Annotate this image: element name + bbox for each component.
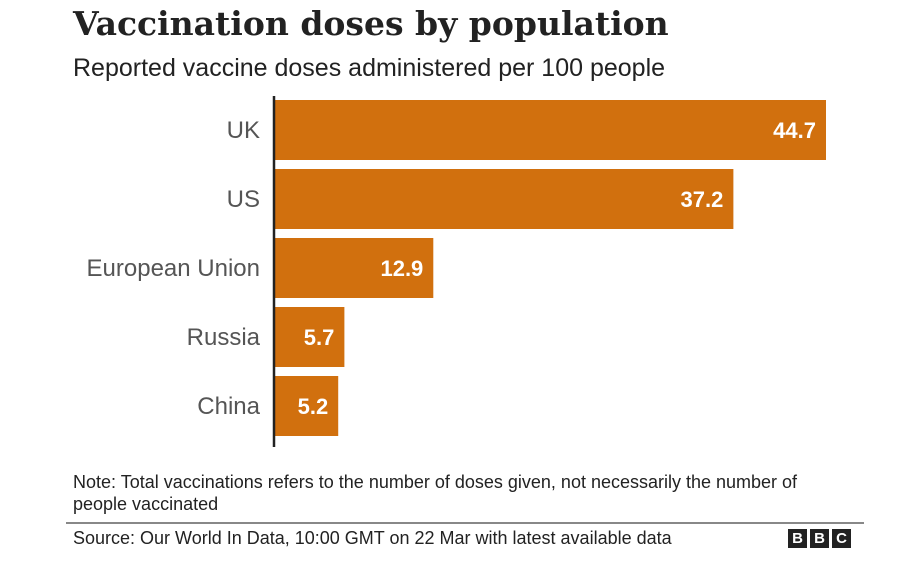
chart-title: Vaccination doses by population [73,4,669,43]
logo-letter: B [788,529,807,548]
bar [274,376,339,436]
bar [274,238,434,298]
category-label: Russia [187,324,261,351]
bbc-logo: B B C [788,529,851,548]
category-label: European Union [87,255,260,282]
chart-note: Note: Total vaccinations refers to the n… [73,472,798,514]
logo-letter: B [810,529,829,548]
data-label: 5.2 [298,394,329,419]
category-label: UK [227,117,260,144]
data-label: 5.7 [304,325,335,350]
bar [274,169,734,229]
bar [274,307,345,367]
category-label: China [197,393,260,420]
data-label: 12.9 [380,256,423,281]
data-label: 44.7 [773,118,816,143]
logo-letter: C [832,529,851,548]
data-label: 37.2 [681,187,724,212]
chart-source: Source: Our World In Data, 10:00 GMT on … [73,528,672,548]
footer-divider [66,522,864,524]
chart-subtitle: Reported vaccine doses administered per … [73,54,666,82]
bar [274,100,826,160]
category-label: US [227,186,260,213]
